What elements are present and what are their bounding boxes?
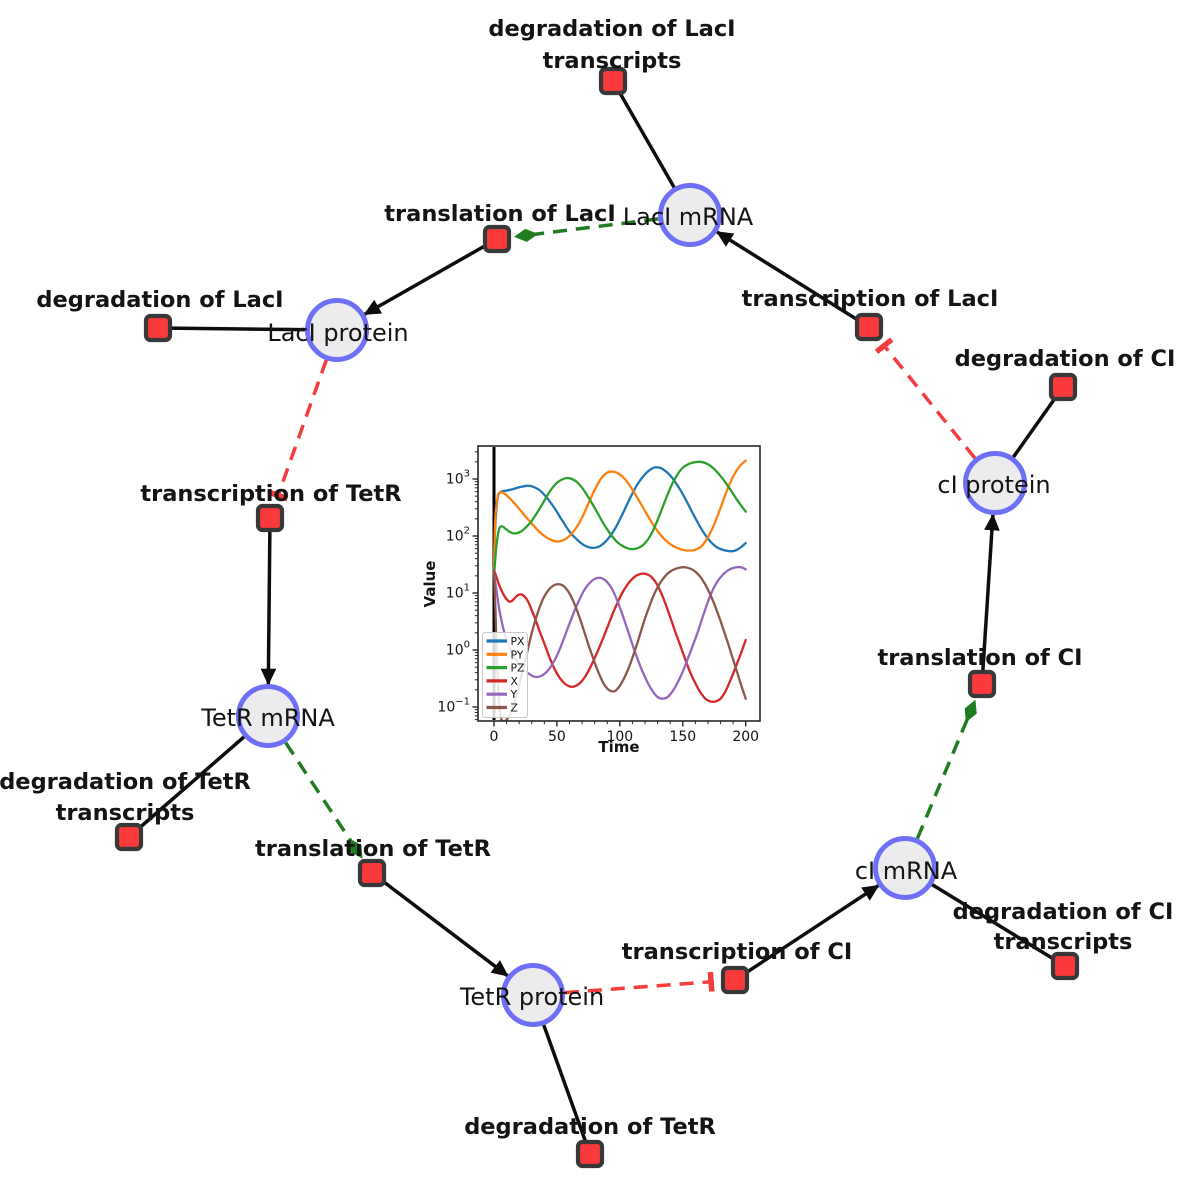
label-translation-of-ci: translation of CI: [877, 645, 1082, 671]
reaction-node-degradation-of-ci[interactable]: [1048, 372, 1078, 402]
edge-tetr-protein-inhibits-transcription-ci: [564, 971, 715, 995]
x-tick-label: 200: [732, 729, 759, 745]
label-laci-protein: LacI protein: [267, 319, 408, 347]
y-tick-label: 10−1: [437, 697, 470, 716]
legend-label-X: X: [511, 675, 519, 688]
chart-curve-PX: [492, 466, 747, 572]
label-laci-mrna: LacI mRNA: [623, 203, 754, 231]
chart-xlabel: Time: [598, 738, 639, 756]
label-transcription-of-tetr: transcription of TetR: [140, 481, 401, 507]
label-tetr-protein: TetR protein: [459, 983, 604, 1011]
label-degradation-of-laci-transcripts-2: transcripts: [543, 48, 682, 74]
chart-plot-border: [477, 445, 761, 722]
y-tick-label: 100: [446, 640, 470, 659]
reaction-node-transcription-of-tetr[interactable]: [255, 503, 285, 533]
edge-ci-mrna-modifier-translation: [915, 699, 977, 840]
label-degradation-of-ci-transcripts-2: transcripts: [994, 929, 1133, 955]
edge-transcription-laci-to-mrna: [715, 230, 870, 329]
label-degradation-of-tetr: degradation of TetR: [464, 1114, 716, 1140]
reaction-node-transcription-of-ci[interactable]: [720, 965, 750, 995]
x-tick-label: 100: [606, 729, 633, 745]
edge-laci-protein-inhibits-transcription-tetr: [267, 359, 328, 502]
label-degradation-of-laci: degradation of LacI: [36, 287, 283, 313]
label-transcription-of-ci: transcription of CI: [622, 939, 852, 965]
species-node-tetr-mrna[interactable]: [236, 684, 300, 748]
reaction-node-degradation-of-tetr[interactable]: [575, 1139, 605, 1169]
legend-label-Z: Z: [511, 702, 518, 715]
species-node-laci-mrna[interactable]: [658, 183, 722, 247]
label-degradation-of-ci-transcripts-1: degradation of CI: [953, 899, 1174, 925]
label-translation-of-tetr: translation of TetR: [255, 836, 491, 862]
species-node-tetr-protein[interactable]: [501, 963, 565, 1027]
label-degradation-of-ci: degradation of CI: [955, 346, 1176, 372]
edge-laci-mrna-modifier-translation: [514, 217, 659, 242]
x-tick-label: 0: [490, 729, 499, 745]
node-layer: [114, 66, 1080, 1169]
edge-translation-laci-to-protein: [363, 237, 498, 316]
reaction-node-degradation-of-tetr-transcripts[interactable]: [114, 822, 144, 852]
label-layer: LacI mRNA LacI protein TetR mRNA TetR pr…: [0, 16, 1175, 1140]
y-tick-label: 103: [446, 469, 470, 488]
species-node-ci-mrna[interactable]: [873, 836, 937, 900]
y-tick-label: 102: [446, 526, 470, 545]
reaction-node-degradation-of-laci-transcripts[interactable]: [598, 66, 628, 96]
chart-ylabel: Value: [421, 561, 439, 608]
label-degradation-of-tetr-transcripts-2: transcripts: [56, 800, 195, 826]
label-ci-mrna: cI mRNA: [855, 857, 958, 885]
reaction-node-degradation-of-ci-transcripts[interactable]: [1050, 951, 1080, 981]
label-translation-of-laci: translation of LacI: [384, 201, 615, 227]
label-transcription-of-laci: transcription of LacI: [742, 286, 999, 312]
x-tick-label: 50: [548, 729, 566, 745]
reaction-node-translation-of-tetr[interactable]: [357, 858, 387, 888]
label-tetr-mrna: TetR mRNA: [200, 704, 335, 732]
label-degradation-of-tetr-transcripts-1: degradation of TetR: [0, 769, 251, 795]
reaction-node-degradation-of-laci[interactable]: [143, 313, 173, 343]
edge-transcription-ci-to-mrna: [734, 884, 880, 982]
y-tick-label: 101: [446, 583, 470, 602]
edge-translation-ci-to-protein: [980, 513, 1000, 685]
species-node-laci-protein[interactable]: [305, 298, 369, 362]
chart-curve-PY: [492, 459, 747, 575]
chart-curve-PZ: [492, 460, 747, 577]
legend-label-PX: PX: [511, 635, 526, 648]
reaction-node-translation-of-ci[interactable]: [967, 669, 997, 699]
species-node-ci-protein[interactable]: [963, 451, 1027, 515]
edge-translation-tetr-to-protein: [370, 871, 509, 978]
reaction-node-translation-of-laci[interactable]: [482, 224, 512, 254]
legend-label-Y: Y: [510, 688, 518, 701]
label-degradation-of-laci-transcripts-1: degradation of LacI: [488, 16, 735, 42]
legend-label-PZ: PZ: [511, 662, 525, 675]
x-tick-label: 150: [669, 729, 696, 745]
reaction-node-transcription-of-laci[interactable]: [854, 312, 884, 342]
chart-curve-X: [492, 569, 747, 703]
label-ci-protein: cI protein: [937, 471, 1050, 499]
edge-ci-protein-inhibits-transcription-laci: [874, 337, 977, 460]
edge-transcription-tetr-to-mrna: [260, 517, 277, 686]
legend-label-PY: PY: [511, 648, 524, 661]
